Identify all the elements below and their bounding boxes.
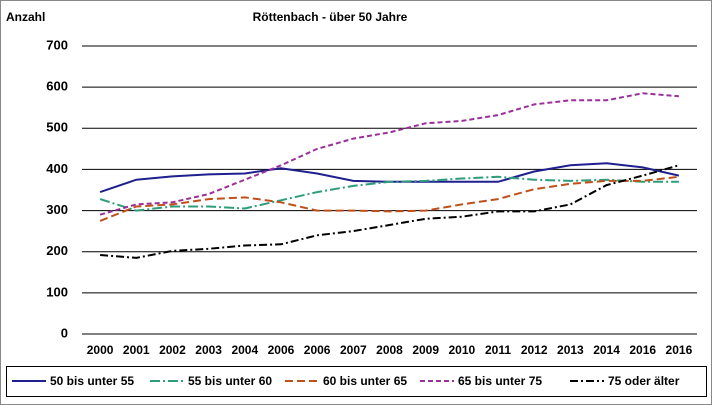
legend-label: 65 bis unter 75 [458,374,542,388]
x-tick-label: 2016 [666,343,693,357]
y-tick-label: 200 [46,243,68,258]
x-tick-label: 2007 [340,343,367,357]
x-tick-label: 2008 [376,343,403,357]
legend-label: 60 bis unter 65 [323,374,407,388]
y-tick-label: 400 [46,161,68,176]
y-tick-label: 0 [61,325,68,340]
x-tick-label: 2004 [231,343,258,357]
y-tick-label: 500 [46,120,68,135]
x-tick-label: 2016 [629,343,656,357]
y-tick-label: 100 [46,284,68,299]
series-line [99,175,680,222]
x-tick-label: 2014 [593,343,620,357]
chart-title: Röttenbach - über 50 Jahre [253,10,408,24]
y-axis-label: Anzahl [6,10,45,24]
y-tick-label: 600 [46,79,68,94]
x-tick-label: 2002 [159,343,186,357]
series-line [99,92,679,216]
x-tick-label: 2003 [195,343,222,357]
legend-label: 75 oder älter [608,374,680,388]
legend-label: 50 bis unter 55 [50,374,134,388]
y-tick-label: 700 [46,37,68,52]
x-tick-label: 2006 [304,343,331,357]
y-tick-label: 300 [46,202,68,217]
x-tick-label: 2001 [123,343,150,357]
series-line [100,164,680,259]
x-tick-label: 2006 [268,343,295,357]
legend-label: 55 bis unter 60 [188,374,272,388]
legend [6,366,707,397]
x-tick-label: 2011 [485,343,511,357]
x-tick-label: 2009 [412,343,439,357]
x-tick-label: 2010 [449,343,476,357]
x-tick-label: 2000 [87,343,114,357]
series-line [99,175,679,212]
x-tick-label: 2013 [557,343,584,357]
x-tick-label: 2012 [521,343,548,357]
